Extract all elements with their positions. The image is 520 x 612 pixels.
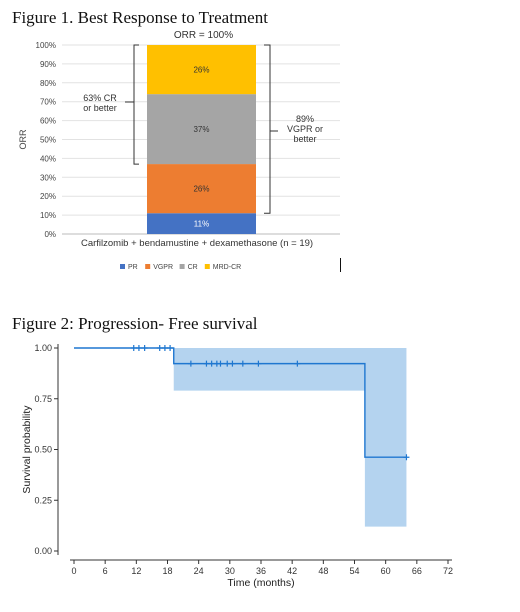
x-tick-label: 30 (225, 566, 235, 576)
data-label: 11% (194, 220, 209, 229)
y-axis-label: ORR (18, 129, 28, 150)
censor-mark (217, 360, 224, 367)
censor-mark (167, 345, 174, 351)
data-label: 37% (193, 125, 209, 134)
y-tick-label: 10% (40, 211, 56, 220)
y-tick-label: 80% (40, 79, 56, 88)
annotation-cr-or-better: 63% CR (83, 93, 117, 103)
y-tick-label: 60% (40, 117, 56, 126)
y-tick-label: 0% (44, 230, 56, 239)
x-tick-label: 24 (194, 566, 204, 576)
annotation-vgpr-or-better: VGPR or (287, 124, 323, 134)
x-tick-label: 54 (349, 566, 359, 576)
censor-mark (208, 360, 215, 367)
censor-mark (224, 360, 231, 367)
legend-swatch-cr (179, 264, 185, 269)
legend-label-cr: CR (188, 264, 198, 271)
legend-label-vgpr: VGPR (153, 264, 173, 271)
y-tick-label: 0.75 (34, 394, 52, 404)
y-tick-label: 0.00 (34, 546, 52, 556)
y-tick-label: 1.00 (34, 343, 52, 353)
figure2-title: Figure 2: Progression- Free survival (12, 314, 258, 333)
y-axis-label: Survival probability (21, 405, 33, 494)
bar-segment-mrd-cr (147, 45, 256, 95)
y-tick-label: 90% (40, 60, 56, 69)
annotation-vgpr-or-better: better (293, 134, 316, 144)
bar-segment-cr (147, 94, 256, 165)
y-tick-label: 0.25 (34, 495, 52, 505)
censor-mark (203, 360, 210, 367)
legend-swatch-pr (120, 264, 125, 269)
y-tick-label: 0.50 (34, 445, 52, 455)
x-tick-label: 42 (287, 566, 297, 576)
censor-mark (403, 454, 410, 461)
censor-mark (187, 360, 194, 367)
y-tick-label: 20% (40, 192, 56, 201)
response-stacked-bar-chart: 0% 10% 20% 30% 40% 50% 60% 70% 80% 90% 100% ORR 11% 2… (18, 30, 340, 271)
censor-mark (161, 345, 168, 351)
annotation-vgpr-or-better: 89% (296, 114, 314, 124)
legend-label-mrd-cr: MRD-CR (213, 264, 241, 271)
figure1-title: Figure 1. Best Response to Treatment (12, 8, 268, 27)
text-cursor (340, 258, 341, 272)
censor-mark (141, 345, 148, 351)
confidence-band (173, 348, 407, 527)
annotation-cr-or-better: or better (83, 103, 117, 113)
censor-mark (130, 345, 137, 351)
x-tick-label: 48 (318, 566, 328, 576)
censor-mark (294, 360, 301, 367)
censor-mark (156, 345, 163, 351)
legend-label-pr: PR (128, 264, 138, 271)
bar-segment-vgpr (147, 164, 256, 214)
chart-title: ORR = 100% (174, 30, 233, 41)
x-tick-label: 0 (71, 566, 76, 576)
x-axis-label: Carfilzomib + bendamustine + dexamethaso… (81, 238, 313, 249)
censor-mark (135, 345, 142, 351)
censor-mark (255, 360, 262, 367)
data-label: 26% (193, 66, 209, 75)
x-tick-label: 60 (381, 566, 391, 576)
y-tick-label: 70% (40, 98, 56, 107)
legend-swatch-vgpr (145, 264, 151, 269)
legend-swatch-mrd-cr (204, 264, 210, 269)
x-tick-label: 18 (162, 566, 172, 576)
y-tick-label: 100% (36, 41, 56, 50)
censor-mark (229, 360, 236, 367)
x-tick-label: 12 (131, 566, 141, 576)
x-tick-label: 72 (443, 566, 453, 576)
bracket-left (133, 44, 139, 165)
x-tick-label: 6 (103, 566, 108, 576)
x-tick-label: 36 (256, 566, 266, 576)
y-tick-label: 30% (40, 173, 56, 182)
censor-mark (239, 360, 246, 367)
y-tick-label: 40% (40, 154, 56, 163)
bracket-right (264, 44, 271, 214)
x-axis-label: Time (months) (227, 577, 294, 589)
data-label: 26% (193, 185, 209, 194)
y-tick-label: 50% (40, 136, 56, 145)
x-tick-label: 66 (412, 566, 422, 576)
bar-segment-pr (147, 213, 256, 234)
